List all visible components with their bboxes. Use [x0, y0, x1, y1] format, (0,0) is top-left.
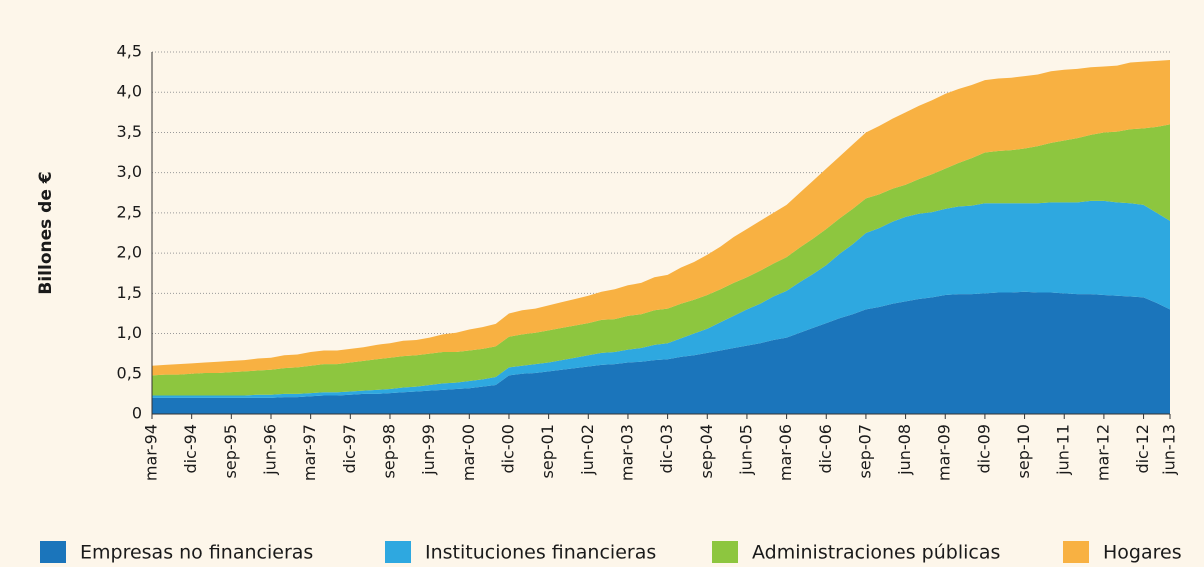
area	[152, 124, 1170, 396]
legend-swatch	[40, 541, 66, 563]
y-axis-title: Billones de €	[36, 171, 56, 294]
y-tick-label: 4,5	[117, 42, 142, 61]
x-tick-label: sep-01	[538, 424, 557, 478]
x-tick-label: jun-11	[1054, 424, 1073, 476]
x-tick-label: mar-06	[776, 424, 795, 481]
x-tick-label: dic-09	[974, 424, 993, 474]
y-tick-label: 3,0	[117, 162, 142, 181]
x-tick-label: mar-97	[300, 424, 319, 481]
x-tick-label: sep-07	[855, 424, 874, 478]
y-tick-label: 2,5	[117, 202, 142, 221]
y-tick-label: 2,0	[117, 243, 142, 262]
x-tick-label: dic-97	[340, 424, 359, 474]
x-tick-label: sep-98	[379, 424, 398, 478]
x-tick-label: jun-96	[260, 424, 279, 476]
x-tick-label: mar-09	[935, 424, 954, 481]
x-tick-label: dic-94	[181, 424, 200, 474]
x-tick-label: mar-12	[1093, 424, 1112, 481]
y-tick-label: 1,0	[117, 323, 142, 342]
area	[152, 291, 1170, 414]
x-tick-label: dic-06	[816, 424, 835, 474]
x-tick-label: dic-00	[498, 424, 517, 474]
y-tick-label: 3,5	[117, 122, 142, 141]
x-tick-label: sep-10	[1014, 424, 1033, 478]
legend-swatch	[712, 541, 738, 563]
legend-swatch	[1063, 541, 1089, 563]
x-tick-label: jun-13	[1160, 424, 1179, 476]
x-tick-label: sep-04	[697, 424, 716, 478]
x-tick-label: sep-95	[221, 424, 240, 478]
area	[152, 200, 1170, 398]
y-tick-label: 0	[132, 404, 142, 423]
legend-swatch	[385, 541, 411, 563]
legend-label: Administraciones públicas	[752, 542, 1000, 564]
y-tick-label: 0,5	[117, 363, 142, 382]
x-tick-label: jun-05	[736, 424, 755, 476]
x-tick-label: jun-08	[895, 424, 914, 476]
area	[152, 60, 1170, 376]
y-tick-label: 4,0	[117, 82, 142, 101]
legend-label: Hogares	[1103, 542, 1182, 564]
x-tick-label: dic-12	[1133, 424, 1152, 474]
x-tick-label: dic-03	[657, 424, 676, 474]
y-tick-label: 1,5	[117, 283, 142, 302]
x-tick-label: mar-03	[617, 424, 636, 481]
x-tick-label: jun-99	[419, 424, 438, 476]
legend-label: Empresas no financieras	[80, 542, 313, 564]
legend-label: Instituciones financieras	[425, 542, 656, 564]
x-tick-label: jun-02	[578, 424, 597, 476]
x-tick-label: mar-00	[459, 424, 478, 481]
x-tick-label: mar-94	[142, 424, 161, 481]
